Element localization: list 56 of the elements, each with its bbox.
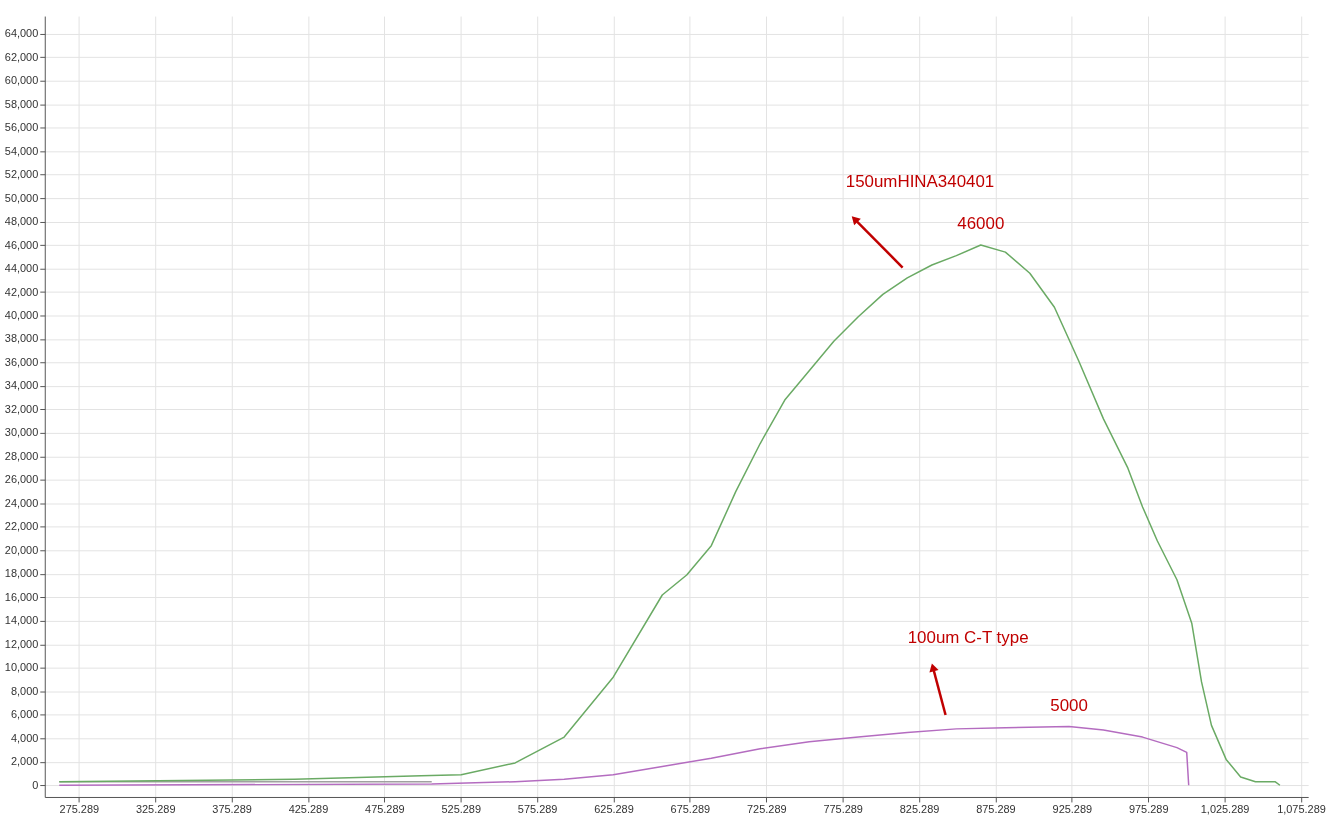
y-tick-label: 18,000 (4, 567, 39, 580)
annotation: 46000 (957, 214, 1005, 234)
x-tick-label: 1,025.289 (1200, 803, 1250, 816)
y-tick-label: 0 (32, 778, 39, 791)
x-tick-label: 625.289 (594, 803, 634, 816)
y-tick-label: 20,000 (4, 543, 39, 556)
y-tick-label: 38,000 (4, 332, 39, 345)
y-tick-label: 2,000 (10, 755, 39, 768)
y-tick-label: 48,000 (4, 215, 39, 228)
y-tick-label: 52,000 (4, 168, 39, 181)
y-tick-label: 36,000 (4, 355, 39, 368)
x-tick-label: 1,075.289 (1277, 803, 1326, 816)
y-tick-label: 30,000 (4, 426, 39, 439)
y-tick-label: 32,000 (4, 402, 39, 415)
x-tick-label: 825.289 (899, 803, 940, 816)
y-tick-label: 10,000 (4, 661, 39, 674)
y-tick-label: 44,000 (4, 262, 39, 275)
y-tick-label: 34,000 (4, 379, 39, 392)
y-tick-label: 16,000 (4, 590, 39, 603)
x-tick-label: 325.289 (135, 803, 176, 816)
x-tick-label: 975.289 (1128, 803, 1169, 816)
y-tick-label: 60,000 (4, 74, 39, 87)
y-tick-label: 42,000 (4, 285, 39, 298)
x-tick-label: 375.289 (212, 803, 252, 816)
x-tick-label: 425.289 (288, 803, 329, 816)
y-tick-label: 46,000 (4, 238, 39, 251)
annotation: 100um C-T type (907, 628, 1029, 648)
x-tick-label: 875.289 (976, 803, 1016, 816)
y-tick-label: 4,000 (10, 731, 39, 744)
x-tick-label: 275.289 (59, 803, 100, 816)
x-tick-label: 775.289 (823, 803, 863, 816)
x-tick-label: 675.289 (670, 803, 711, 816)
y-tick-label: 22,000 (4, 520, 39, 533)
annotation: 150umHINA340401 (845, 172, 995, 192)
x-tick-label: 475.289 (365, 803, 405, 816)
line-series (58, 244, 1281, 786)
y-tick-label: 26,000 (4, 473, 39, 486)
y-tick-label: 28,000 (4, 449, 39, 462)
y-tick-label: 56,000 (4, 121, 39, 134)
x-tick-label: 575.289 (517, 803, 558, 816)
annotation: 5000 (1050, 695, 1088, 715)
y-tick-label: 24,000 (4, 496, 39, 509)
y-tick-label: 58,000 (4, 97, 39, 110)
y-tick-label: 6,000 (10, 708, 39, 721)
y-tick-label: 64,000 (4, 27, 39, 40)
x-tick-label: 725.289 (747, 803, 787, 816)
x-tick-label: 925.289 (1052, 803, 1093, 816)
y-tick-label: 62,000 (4, 50, 39, 63)
y-tick-label: 12,000 (4, 637, 39, 650)
line-series (58, 725, 1190, 786)
y-tick-label: 50,000 (4, 191, 39, 204)
y-tick-label: 54,000 (4, 144, 39, 157)
y-tick-label: 14,000 (4, 614, 39, 627)
x-tick-label: 525.289 (441, 803, 482, 816)
y-tick-label: 8,000 (10, 684, 39, 697)
y-tick-label: 40,000 (4, 308, 39, 321)
